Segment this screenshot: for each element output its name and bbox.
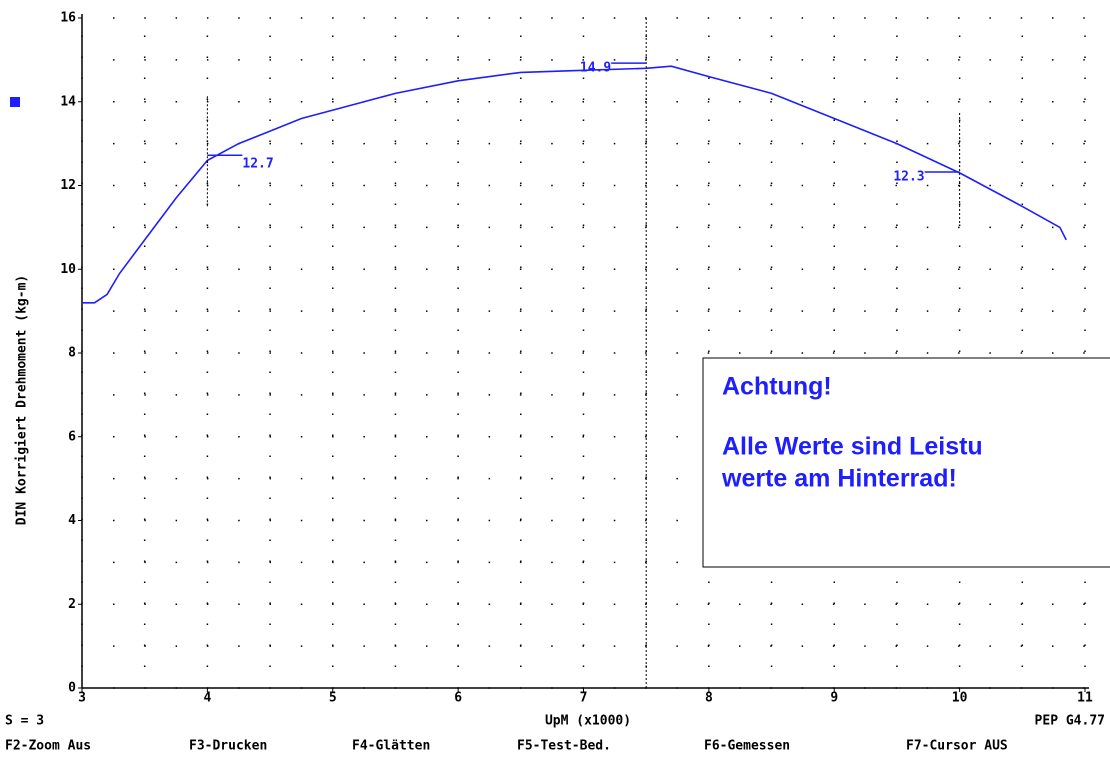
cursor-value-label: 12.7 [242,157,273,172]
x-tick-label: 8 [705,691,713,706]
note-box [702,357,1110,568]
cursor-value-label: 12.3 [893,169,924,184]
x-tick-label: 9 [830,691,838,706]
function-key: F6-Gemessen [704,739,790,754]
torque-curve [82,65,1067,304]
legend-swatch [10,97,20,107]
function-key: F4-Glätten [352,739,430,754]
note-text: Achtung! [722,373,832,401]
function-key: F2-Zoom Aus [5,739,91,754]
status-right: PEP G4.77 [1035,714,1105,729]
x-tick-label: 5 [329,691,337,706]
y-tick-label: 8 [68,346,76,361]
status-left: S = 3 [5,714,44,729]
y-tick-label: 4 [68,513,76,528]
x-tick-label: 6 [454,691,462,706]
y-tick-label: 2 [68,597,76,612]
function-key: F5-Test-Bed. [517,739,611,754]
note-text: werte am Hinterrad! [721,465,957,493]
x-tick-label: 7 [580,691,588,706]
cursor-value-label: 14.9 [580,61,611,76]
x-tick-label: 3 [78,691,86,706]
x-axis-label: UpM (x1000) [545,714,631,729]
y-tick-label: 0 [68,681,76,696]
x-tick-label: 4 [203,691,211,706]
y-tick-label: 12 [60,178,76,193]
y-tick-label: 10 [60,262,76,277]
x-tick-label: 10 [952,691,968,706]
y-tick-label: 6 [68,429,76,444]
y-tick-label: 16 [60,11,76,26]
note-text: Alle Werte sind Leistu [722,433,983,461]
y-tick-label: 14 [60,94,76,109]
x-tick-label: 11 [1077,691,1093,706]
function-key: F7-Cursor AUS [906,739,1008,754]
y-axis-label: DIN Korrigiert Drehmoment (kg-m) [15,275,30,525]
function-key: F3-Drucken [189,739,267,754]
